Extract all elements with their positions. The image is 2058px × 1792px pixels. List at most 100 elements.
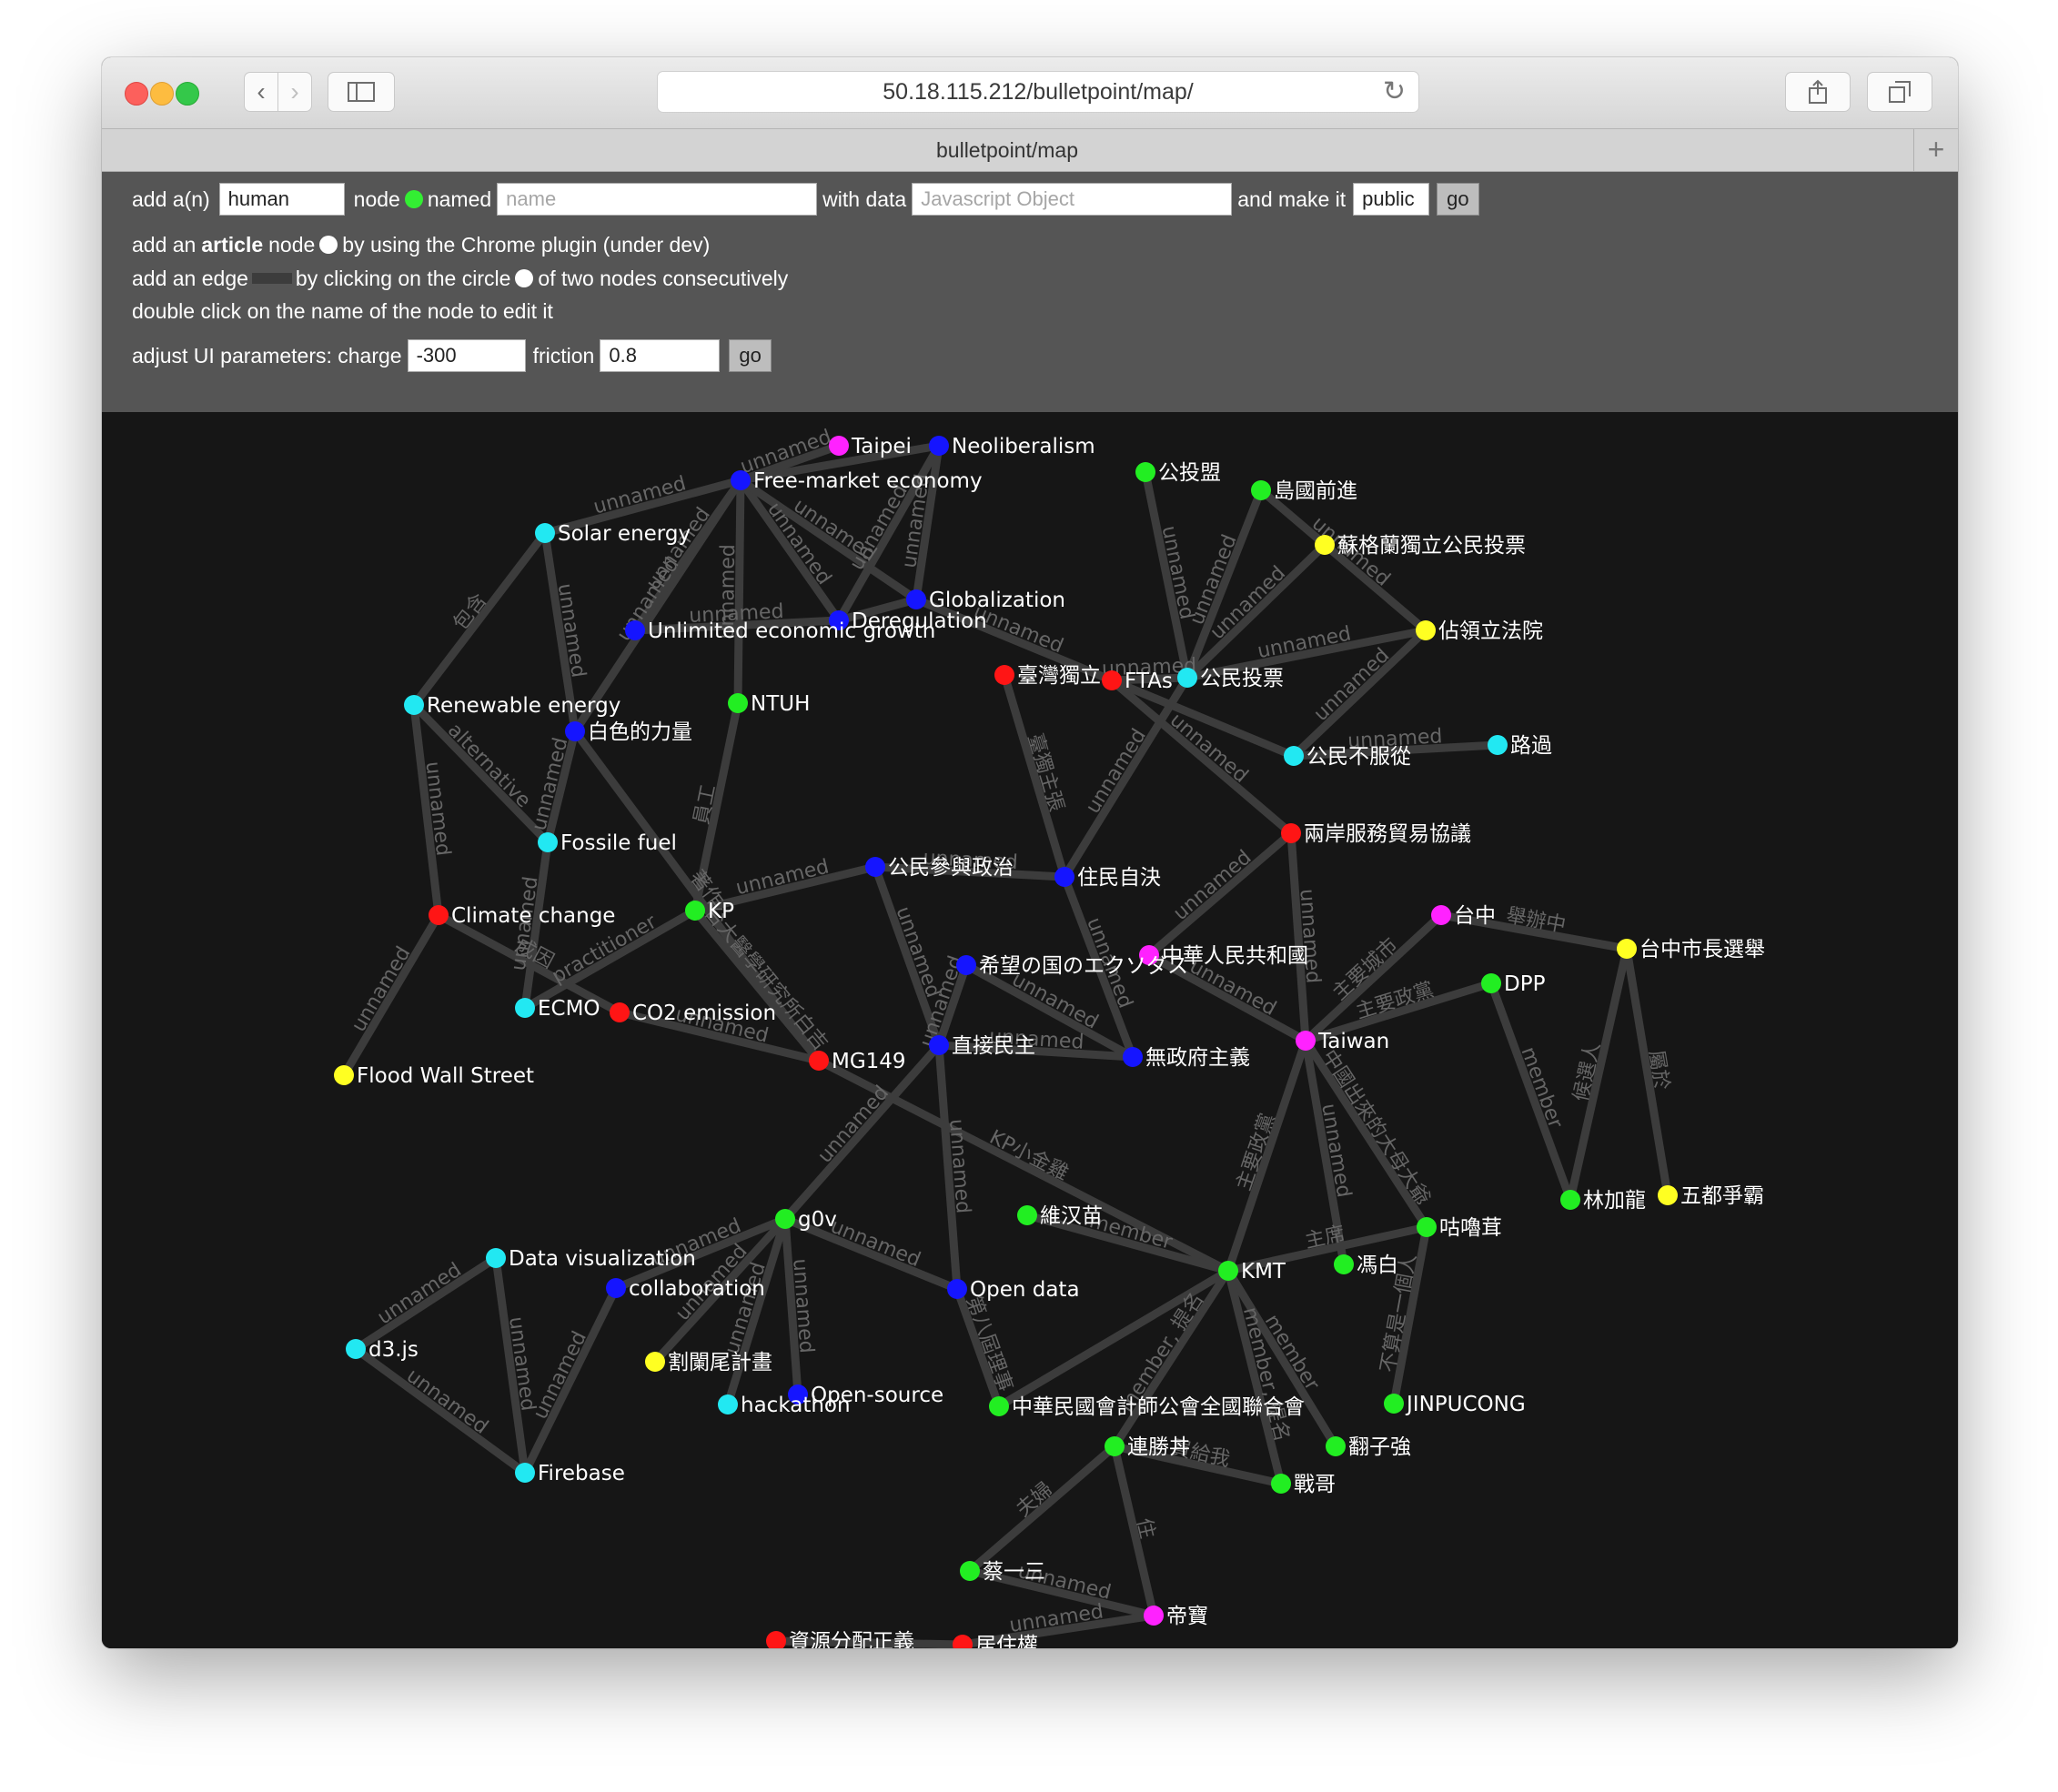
edge-dataviz-firebase[interactable] bbox=[491, 1257, 530, 1474]
edge-weihan-kmt[interactable] bbox=[1025, 1211, 1230, 1275]
edge-kmt-cpa[interactable] bbox=[996, 1267, 1231, 1410]
edge-fme-dereg[interactable] bbox=[737, 478, 842, 623]
node-circle[interactable] bbox=[1271, 1474, 1291, 1494]
node-jinpu[interactable]: JINPUCONG bbox=[1384, 1393, 1526, 1416]
node-label[interactable]: 林加龍 bbox=[1583, 1189, 1646, 1213]
node-dpp[interactable]: DPP bbox=[1481, 972, 1546, 996]
node-label[interactable]: 連勝丼 bbox=[1127, 1435, 1190, 1459]
node-label[interactable]: 翻子強 bbox=[1348, 1435, 1411, 1459]
node-ref[interactable]: 公民投票 bbox=[1177, 667, 1284, 690]
edge-climate-flood[interactable] bbox=[340, 912, 442, 1078]
edge-prc-taiwan[interactable] bbox=[1146, 951, 1308, 1044]
node-dataviz[interactable]: Data visualization bbox=[486, 1247, 696, 1271]
node-label[interactable]: Data visualization bbox=[509, 1247, 696, 1271]
node-circle[interactable] bbox=[535, 523, 555, 543]
edge-gulu-kmt[interactable] bbox=[1227, 1223, 1427, 1275]
node-label[interactable]: 無政府主義 bbox=[1145, 1046, 1250, 1070]
node-circle[interactable] bbox=[718, 1394, 738, 1414]
edge-renew-climate[interactable] bbox=[409, 704, 443, 916]
edge-kmt-fanzi[interactable] bbox=[1225, 1268, 1339, 1449]
edge-kmt-lianshengbing[interactable] bbox=[1111, 1268, 1232, 1449]
node-label[interactable]: 咕嚕茸 bbox=[1439, 1216, 1502, 1240]
node-label[interactable]: Fossile fuel bbox=[560, 831, 677, 855]
node-solar[interactable]: Solar energy bbox=[535, 522, 691, 546]
node-circle[interactable] bbox=[515, 1463, 535, 1483]
node-circle[interactable] bbox=[960, 1561, 980, 1581]
node-circle[interactable] bbox=[1123, 1047, 1143, 1067]
node-label[interactable]: 白色的力量 bbox=[588, 720, 692, 744]
node-name-input[interactable]: name bbox=[497, 183, 818, 216]
node-glob[interactable]: Globalization bbox=[906, 589, 1065, 612]
node-anarch[interactable]: 無政府主義 bbox=[1123, 1046, 1250, 1070]
node-label[interactable]: 蘇格蘭獨立公民投票 bbox=[1337, 534, 1526, 558]
node-civpol[interactable]: 公民參與政治 bbox=[865, 856, 1014, 880]
node-kmt[interactable]: KMT bbox=[1218, 1260, 1286, 1284]
node-circle[interactable] bbox=[947, 1279, 967, 1299]
node-selfdet[interactable]: 住民自決 bbox=[1054, 866, 1161, 890]
node-circle[interactable] bbox=[1054, 867, 1074, 887]
node-label[interactable]: collaboration bbox=[629, 1277, 765, 1301]
node-label[interactable]: Solar energy bbox=[558, 522, 691, 546]
edge-caiyisan-dibao[interactable] bbox=[968, 1566, 1155, 1620]
node-data-input[interactable]: Javascript Object bbox=[912, 183, 1233, 216]
node-opensource[interactable]: Open-source bbox=[788, 1384, 943, 1407]
node-label[interactable]: 五都爭霸 bbox=[1680, 1184, 1764, 1208]
edge-neolib-glob[interactable] bbox=[912, 445, 943, 600]
edge-g0v-opendata[interactable] bbox=[783, 1214, 959, 1294]
node-circle[interactable] bbox=[1481, 973, 1501, 993]
edge-lianshengbing-zhange[interactable] bbox=[1114, 1442, 1282, 1488]
node-label[interactable]: Globalization bbox=[929, 589, 1065, 612]
edge-fme-ntuh[interactable] bbox=[733, 479, 745, 704]
node-circle[interactable] bbox=[1105, 1436, 1125, 1456]
node-circle[interactable] bbox=[1017, 1205, 1037, 1225]
node-circle[interactable] bbox=[728, 693, 748, 713]
node-luguo[interactable]: 路過 bbox=[1488, 734, 1552, 758]
node-label[interactable]: JINPUCONG bbox=[1405, 1393, 1526, 1416]
node-label[interactable]: 兩岸服務貿易協議 bbox=[1304, 822, 1471, 846]
edge-scot-ref[interactable] bbox=[1184, 541, 1328, 681]
edge-hope-direct[interactable] bbox=[934, 963, 971, 1047]
node-circle[interactable] bbox=[1417, 1217, 1437, 1237]
edge-kp-ecmo[interactable] bbox=[522, 907, 698, 1012]
node-circle[interactable] bbox=[994, 665, 1014, 685]
node-resdist[interactable]: 資源分配正義 bbox=[766, 1630, 914, 1648]
reload-icon[interactable]: ↻ bbox=[1382, 76, 1406, 106]
node-ntuh[interactable]: NTUH bbox=[728, 692, 810, 716]
node-label[interactable]: 馮白 bbox=[1357, 1253, 1398, 1277]
node-cpa[interactable]: 中華民國會計師公會全國聯合會 bbox=[989, 1395, 1305, 1419]
edge-co2-mg149[interactable] bbox=[618, 1008, 821, 1065]
node-circle[interactable] bbox=[1296, 1031, 1316, 1051]
node-lianshengbing[interactable]: 連勝丼 bbox=[1105, 1435, 1190, 1459]
edge-ueg-dereg[interactable] bbox=[634, 616, 840, 635]
edge-civdis-luguo[interactable] bbox=[1293, 740, 1498, 760]
node-caiyisan[interactable]: 蔡一三 bbox=[960, 1560, 1045, 1584]
node-circle[interactable] bbox=[625, 620, 645, 640]
node-circle[interactable] bbox=[1284, 746, 1304, 766]
node-circle[interactable] bbox=[1102, 670, 1122, 690]
friction-input[interactable]: 0.8 bbox=[600, 339, 721, 372]
node-label[interactable]: 維汉苗 bbox=[1040, 1204, 1103, 1228]
edge-resdist-housing[interactable] bbox=[775, 1636, 963, 1648]
node-twind[interactable]: 臺灣獨立 bbox=[994, 664, 1101, 688]
node-fme[interactable]: Free-market economy bbox=[731, 469, 983, 493]
add-node-go-button[interactable]: go bbox=[1437, 183, 1479, 216]
charge-input[interactable]: -300 bbox=[407, 339, 526, 372]
node-label[interactable]: MG149 bbox=[832, 1050, 906, 1073]
node-label[interactable]: Taiwan bbox=[1317, 1030, 1389, 1053]
edge-direct-opendata[interactable] bbox=[934, 1044, 962, 1290]
node-label[interactable]: 戰哥 bbox=[1294, 1473, 1336, 1496]
node-opendata[interactable]: Open data bbox=[947, 1278, 1080, 1302]
node-cssta[interactable]: 兩岸服務貿易協議 bbox=[1281, 822, 1471, 846]
node-g0v[interactable]: g0v bbox=[775, 1208, 837, 1232]
node-label[interactable]: 割闌尾計畫 bbox=[668, 1351, 772, 1374]
node-circle[interactable] bbox=[829, 610, 849, 630]
node-civdis[interactable]: 公民不服從 bbox=[1284, 745, 1411, 769]
node-circle[interactable] bbox=[1617, 939, 1637, 959]
edge-taiwan-kmt[interactable] bbox=[1224, 1039, 1310, 1273]
tab-current[interactable]: bulletpoint/map bbox=[936, 138, 1078, 162]
node-circle[interactable] bbox=[346, 1339, 366, 1359]
node-circle[interactable] bbox=[1431, 905, 1451, 925]
edge-occ-civdis[interactable] bbox=[1290, 627, 1429, 760]
new-tab-button[interactable]: + bbox=[1913, 129, 1958, 171]
node-wudu[interactable]: 五都爭霸 bbox=[1658, 1184, 1764, 1208]
